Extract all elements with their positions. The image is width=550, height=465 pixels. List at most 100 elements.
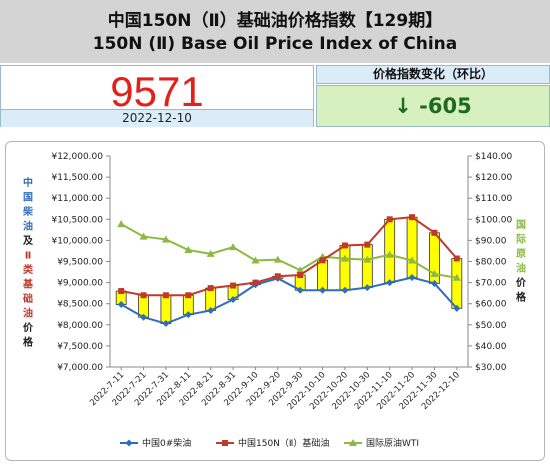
wti-point: [251, 256, 260, 264]
right-axis-label-char: 原: [516, 248, 526, 260]
baseoil-point: [230, 282, 237, 289]
left-axis-label-char: 格: [23, 336, 34, 349]
left-axis-label-char: 油: [23, 220, 33, 233]
spread-bar: [317, 259, 328, 291]
right-axis-label-char: 格: [516, 291, 527, 304]
diesel-point: [140, 313, 148, 321]
right-tick-label: $120.00: [475, 173, 512, 183]
index-value-panel: 9571 2022-12-10: [0, 65, 314, 127]
baseoil-point: [118, 288, 125, 295]
right-tick-label: $40.00: [475, 342, 507, 352]
baseoil-line: [121, 216, 458, 297]
right-tick-label: $140.00: [475, 152, 512, 162]
wti-point: [139, 232, 148, 240]
left-axis-label-char: 类: [23, 263, 33, 276]
baseoil-point: [364, 241, 371, 248]
left-axis-label-char: 柴: [22, 205, 34, 218]
left-axis-label-char: 油: [23, 307, 33, 320]
left-axis-label-char: 国: [23, 192, 33, 204]
right-axis-label-char: 际: [516, 234, 526, 246]
right-tick-label: $70.00: [475, 279, 507, 289]
diesel-point: [430, 279, 438, 287]
spread-bar: [451, 258, 463, 309]
baseoil-point: [274, 273, 281, 280]
left-tick-label: ¥11,000.00: [51, 194, 103, 204]
right-tick-label: $90.00: [475, 236, 507, 246]
legend-marker: [222, 440, 228, 446]
right-tick-label: $100.00: [475, 215, 512, 225]
left-tick-label: ¥10,000.00: [51, 236, 103, 246]
baseoil-point: [386, 216, 393, 223]
spread-bar: [160, 294, 172, 324]
diesel-point: [341, 286, 349, 294]
left-tick-label: ¥10,500.00: [51, 215, 103, 225]
left-axis-label-char: Ⅱ: [25, 251, 32, 262]
left-tick-label: ¥7,500.00: [57, 342, 103, 352]
left-axis-label-char: 基: [22, 278, 34, 291]
baseoil-point: [319, 257, 326, 264]
wti-point: [296, 266, 305, 274]
title-en: 150N (Ⅱ) Base Oil Price Index of China: [92, 34, 458, 54]
left-tick-label: ¥11,500.00: [51, 173, 103, 183]
right-axis-label-char: 国: [516, 219, 526, 231]
legend-label: 中国0#柴油: [142, 437, 191, 449]
baseoil-point: [341, 242, 348, 249]
spread-bar: [406, 216, 418, 278]
diesel-point: [296, 286, 304, 294]
right-tick-label: $60.00: [475, 300, 507, 310]
spread-bar: [339, 245, 351, 291]
baseoil-point: [297, 272, 304, 279]
right-tick-label: $30.00: [475, 363, 507, 373]
spread-bar: [361, 244, 373, 289]
right-tick-label: $80.00: [475, 258, 507, 268]
left-axis-label-char: 础: [23, 292, 33, 305]
left-axis-label-char: 价: [23, 322, 34, 334]
wti-point: [273, 255, 282, 263]
index-date: 2022-12-10: [1, 109, 313, 127]
baseoil-point: [207, 285, 214, 292]
left-axis-label-char: 中: [23, 176, 33, 189]
legend-label: 中国150N（Ⅱ）基础油: [238, 437, 329, 449]
index-value: 9571: [110, 68, 204, 115]
diesel-point: [453, 304, 461, 312]
diesel-point: [408, 274, 416, 282]
wti-point: [161, 235, 170, 243]
diesel-line: [120, 276, 458, 325]
legend-marker: [349, 439, 357, 446]
wti-point: [363, 255, 372, 263]
diesel-point: [229, 295, 237, 303]
wti-point: [430, 269, 439, 277]
baseoil-point: [185, 292, 192, 299]
baseoil-point: [252, 279, 259, 286]
diesel-point: [207, 306, 215, 314]
change-label: 价格指数变化（环比）: [316, 65, 550, 84]
change-value: ↓ -605: [316, 85, 550, 127]
left-tick-label: ¥7,000.00: [57, 363, 103, 373]
wti-point: [184, 245, 193, 253]
wti-point: [385, 250, 394, 258]
diesel-point: [386, 279, 394, 287]
wti-point: [117, 220, 126, 228]
wti-point: [408, 256, 417, 264]
diesel-point: [162, 320, 170, 328]
left-tick-label: ¥12,000.00: [51, 152, 103, 162]
wti-point: [340, 254, 349, 262]
baseoil-point: [409, 214, 416, 221]
right-tick-label: $110.00: [475, 194, 512, 204]
right-axis-label-char: 油: [516, 262, 526, 275]
wti-point: [229, 243, 238, 251]
legend-label: 国际原油WTI: [366, 437, 419, 449]
right-tick-label: $50.00: [475, 321, 507, 331]
legend-marker: [125, 439, 133, 447]
diesel-point: [117, 301, 125, 309]
diesel-point: [184, 311, 192, 319]
baseoil-point: [453, 255, 460, 262]
wti-line: [120, 223, 457, 279]
left-tick-label: ¥8,500.00: [57, 300, 103, 310]
diesel-point: [363, 284, 371, 292]
left-axis-label-char: 及: [23, 235, 34, 247]
baseoil-point: [162, 292, 169, 299]
right-axis-label-char: 价: [516, 277, 527, 289]
left-tick-label: ¥9,500.00: [57, 258, 103, 268]
